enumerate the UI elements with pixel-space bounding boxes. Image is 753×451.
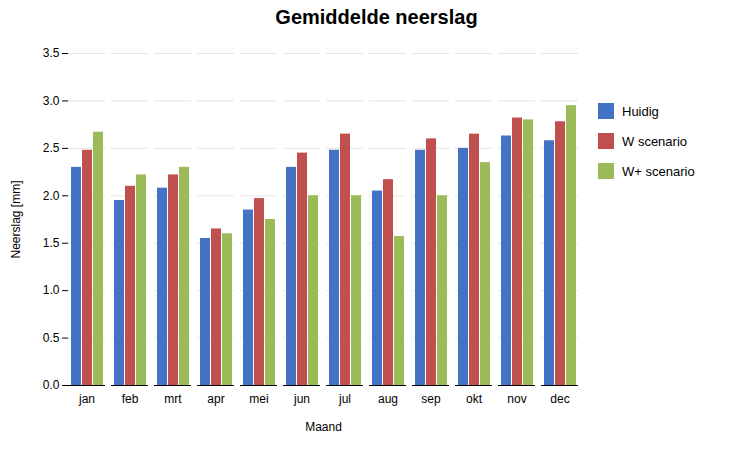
svg-text:dec: dec [550, 392, 569, 406]
svg-text:1.5: 1.5 [43, 236, 60, 250]
svg-text:0.0: 0.0 [43, 378, 60, 392]
svg-text:jun: jun [293, 392, 310, 406]
svg-text:Neerslag [mm]: Neerslag [mm] [9, 180, 23, 258]
svg-text:2.0: 2.0 [43, 189, 60, 203]
svg-text:jul: jul [338, 392, 351, 406]
html-text:W scenario: W scenario [622, 133, 687, 149]
html-text:W+ scenario: W+ scenario [622, 163, 695, 179]
svg-text:mei: mei [249, 392, 268, 406]
svg-text:okt: okt [466, 392, 483, 406]
svg-text:1.0: 1.0 [43, 283, 60, 297]
svg-text:feb: feb [122, 392, 139, 406]
svg-text:jan: jan [78, 392, 95, 406]
svg-text:3.0: 3.0 [43, 94, 60, 108]
svg-text:2.5: 2.5 [43, 141, 60, 155]
html-text:Gemiddelde neerslag: Gemiddelde neerslag [275, 6, 478, 28]
svg-text:sep: sep [421, 392, 441, 406]
svg-text:mrt: mrt [164, 392, 182, 406]
html-text:Huidig: Huidig [622, 103, 659, 119]
svg-text:apr: apr [207, 392, 224, 406]
svg-text:3.5: 3.5 [43, 46, 60, 60]
svg-text:nov: nov [507, 392, 526, 406]
svg-text:Maand: Maand [305, 420, 342, 434]
svg-text:0.5: 0.5 [43, 331, 60, 345]
svg-text:aug: aug [378, 392, 398, 406]
